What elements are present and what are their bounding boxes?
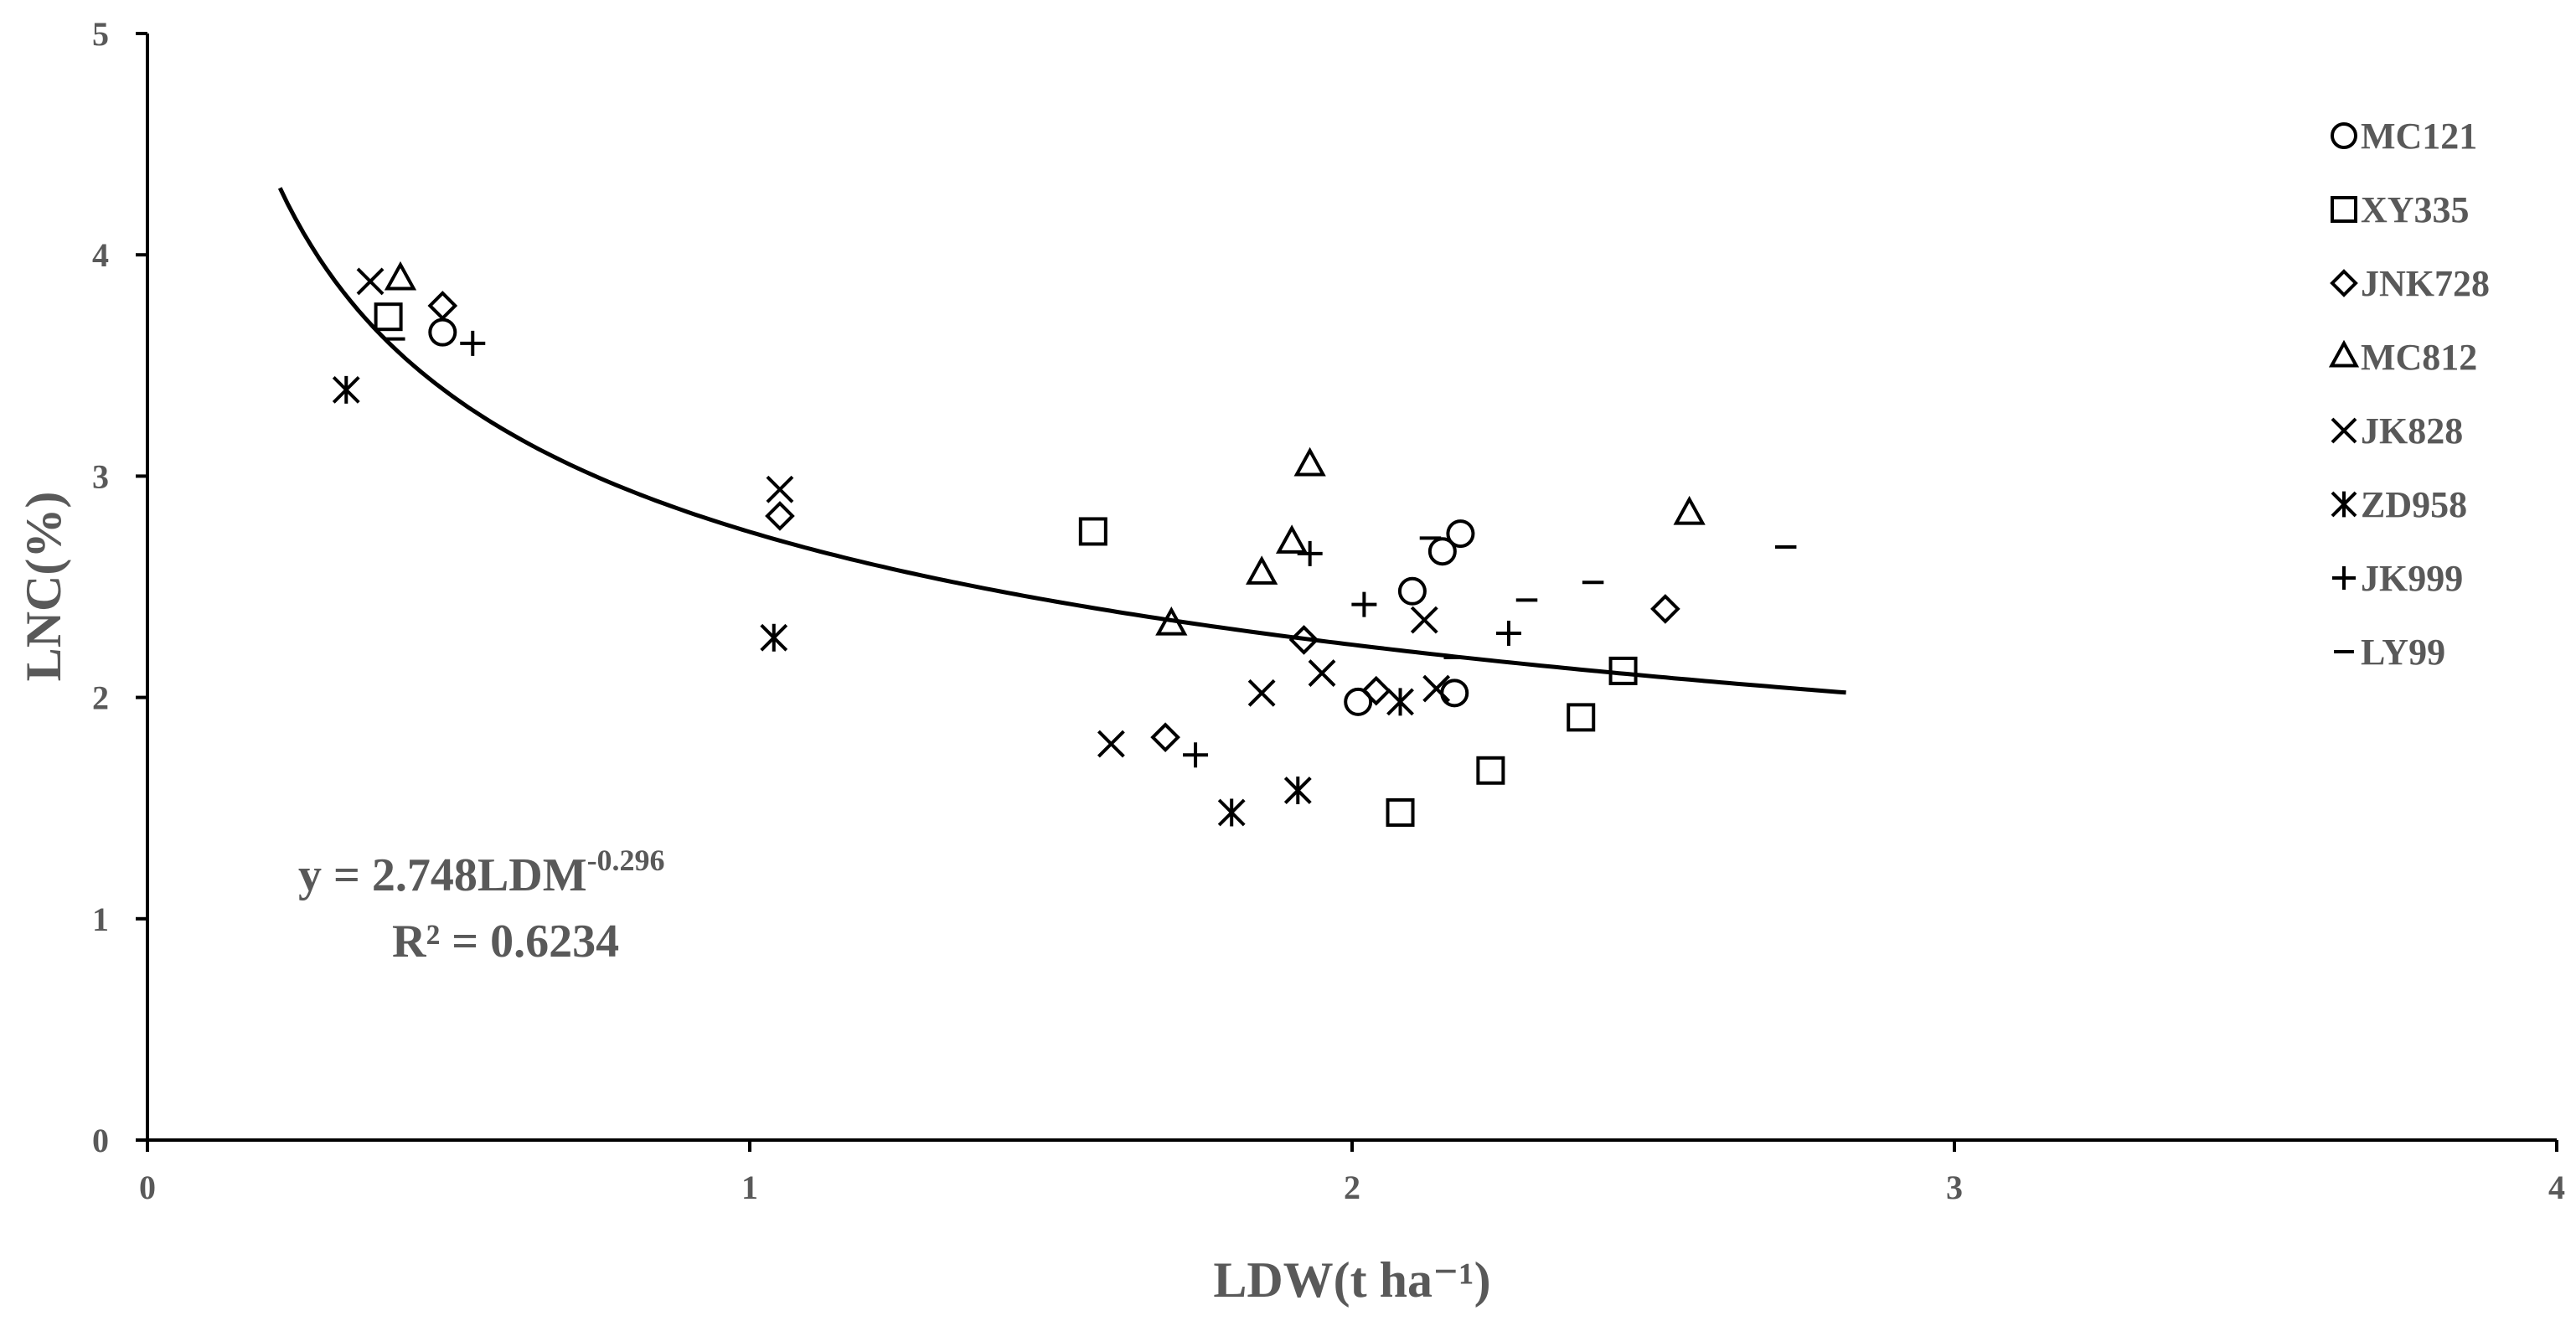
data-point-jk828 [1247,679,1276,707]
r-squared: R² = 0.6234 [392,916,619,968]
data-point-zd958 [1217,798,1246,827]
legend-item-mc812: MC812 [2328,337,2477,378]
x-tick-label: 4 [2548,1169,2565,1206]
data-point-zd958 [1386,688,1414,716]
data-point-xy335 [1608,656,1638,685]
legend-item-jk828: JK828 [2331,410,2463,452]
series-jnk728 [427,291,1680,752]
data-point-mc121 [1446,519,1475,549]
equation-main: y = 2.748LDM [298,849,587,901]
legend-label: JNK728 [2361,263,2490,304]
data-point-jnk728 [1288,625,1319,655]
tick-labels: 0 1 2 3 4 0 1 2 3 4 5 [92,15,2565,1206]
legend-label: XY335 [2361,189,2470,230]
legend-item-zd958: ZD958 [2331,484,2467,525]
data-point-jnk728 [765,501,795,531]
data-point-mc121 [1397,576,1427,606]
data-point-xy335 [1476,756,1505,785]
series-ly99 [384,337,1797,660]
series-mc812 [384,261,1706,636]
data-point-jnk728 [1650,594,1680,624]
data-point-mc812 [1155,606,1188,636]
axes [146,34,2557,1142]
y-tick-label: 0 [92,1122,109,1159]
y-tick-label: 1 [92,900,109,938]
data-point-mc121 [428,317,457,347]
legend-item-ly99: LY99 [2334,632,2445,673]
data-point-jk999 [1183,742,1209,768]
data-point-jk828 [1410,606,1438,634]
legend-marker-jnk728 [2330,269,2358,297]
data-point-jk999 [460,330,486,356]
data-points [332,261,1797,827]
data-point-mc812 [1293,446,1326,477]
x-tick-label: 3 [1946,1169,1963,1206]
data-point-jk828 [1097,730,1125,758]
equation-line: y = 2.748LDM-0.296 [298,844,665,901]
data-point-jk999 [1495,620,1521,646]
legend-marker-jk999 [2332,566,2356,590]
legend-marker-jk828 [2331,417,2357,444]
legend: MC121 XY335 JNK728 MC812 JK828 ZD958 JK999 LY99 [2328,116,2490,673]
legend-marker-mc812 [2328,339,2360,368]
series-jk999 [460,330,1521,768]
y-tick-label: 5 [92,15,109,53]
x-axis-title: LDW(t ha⁻¹) [1213,1252,1490,1308]
regression-equation: y = 2.748LDM-0.296 R² = 0.6234 [298,844,665,968]
data-point-mc121 [1344,687,1373,716]
data-point-xy335 [1386,797,1415,827]
ticks [136,32,2558,1152]
power-trendline [277,187,1846,695]
series-xy335 [374,302,1638,827]
legend-label: JK999 [2361,558,2463,599]
x-tick-label: 2 [1344,1169,1360,1206]
data-point-jk828 [356,267,385,296]
legend-item-jnk728: JNK728 [2330,263,2490,304]
data-point-jk828 [1422,674,1451,703]
data-point-mc812 [1673,495,1706,525]
data-point-mc812 [384,261,417,291]
data-point-jk828 [1308,659,1336,687]
legend-label: JK828 [2361,410,2463,452]
data-point-jk828 [766,475,794,503]
y-tick-label: 3 [92,457,109,495]
legend-label: MC121 [2361,116,2477,157]
legend-label: ZD958 [2361,484,2467,525]
legend-item-mc121: MC121 [2331,116,2477,157]
equation-exponent: -0.296 [587,844,665,877]
data-point-xy335 [1567,703,1596,732]
series-zd958 [332,375,1414,827]
data-point-zd958 [1283,777,1312,805]
legend-item-xy335: XY335 [2331,189,2470,230]
y-tick-label: 4 [92,236,109,274]
y-axis-title: LNC(%) [16,492,71,682]
data-point-jk999 [1297,540,1323,566]
x-tick-label: 1 [741,1169,758,1206]
data-point-mc812 [1275,524,1309,554]
legend-marker-zd958 [2331,491,2357,518]
data-point-xy335 [1078,517,1107,546]
data-point-jnk728 [427,291,458,321]
data-point-zd958 [332,375,360,404]
legend-item-jk999: JK999 [2332,558,2463,599]
y-tick-label: 2 [92,679,109,717]
data-point-jnk728 [1360,675,1391,706]
data-point-jnk728 [1150,722,1180,752]
x-tick-label: 0 [139,1169,156,1206]
data-point-zd958 [760,623,788,652]
legend-label: MC812 [2361,337,2477,378]
series-mc121 [428,317,1475,716]
data-point-mc812 [1246,555,1278,585]
legend-marker-mc121 [2331,122,2357,149]
data-point-mc121 [1427,537,1457,566]
legend-label: LY99 [2361,632,2445,673]
data-point-jk999 [1351,591,1377,617]
data-point-mc121 [1440,679,1469,708]
data-point-xy335 [374,302,403,332]
series-jk828 [356,267,1451,758]
legend-marker-xy335 [2331,196,2357,223]
